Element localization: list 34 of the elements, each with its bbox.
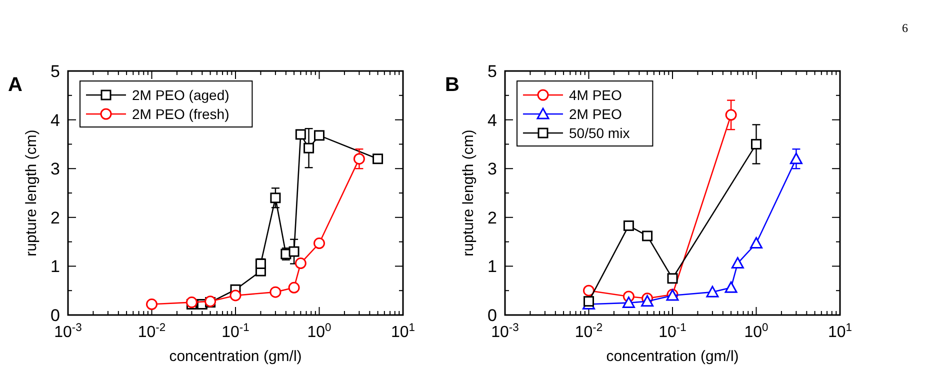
x-tick-label: 10$^{1}$	[390, 322, 416, 341]
text: A	[8, 74, 22, 96]
x-tick-label: 10$^{0}$	[307, 322, 332, 341]
x-axis-title: concentration (gm/l)	[169, 348, 302, 365]
y-tick-label: 0	[488, 306, 497, 325]
y-axis-title: rupture length (cm)	[460, 130, 477, 256]
x-tick-label: 10$^{-3}$	[54, 322, 82, 341]
y-tick-label: 4	[50, 110, 60, 130]
y-tick-label: 0	[50, 306, 60, 325]
legend-label: 2M PEO (aged)	[132, 87, 230, 103]
x-tick-label: 10$^{0}$	[744, 322, 768, 341]
x-tick-label: 10$^{-2}$	[574, 322, 603, 341]
y-tick-label: 2	[488, 208, 497, 228]
x-tick-label: 10$^{1}$	[828, 322, 852, 341]
legend-label: 2M PEO	[569, 106, 622, 122]
x-axis-title: concentration (gm/l)	[606, 348, 739, 365]
text: 6	[902, 21, 908, 35]
legend-label: 2M PEO (fresh)	[132, 106, 230, 122]
x-tick-label: 10$^{-2}$	[138, 322, 166, 341]
y-tick-label: 3	[488, 160, 497, 179]
y-tick-label: 5	[50, 62, 60, 81]
y-tick-label: 4	[488, 110, 497, 130]
y-axis-title: rupture length (cm)	[23, 130, 40, 256]
x-tick-label: 10$^{-1}$	[658, 322, 686, 341]
y-tick-label: 2	[50, 208, 60, 228]
y-tick-label: 1	[50, 257, 60, 276]
legend-label: 4M PEO	[569, 87, 622, 103]
y-tick-label: 1	[488, 257, 497, 276]
y-tick-label: 5	[488, 62, 497, 81]
x-tick-label: 10$^{-3}$	[491, 322, 519, 341]
legend-label: 50/50 mix	[569, 125, 630, 141]
y-tick-label: 3	[50, 160, 60, 179]
x-tick-label: 10$^{-1}$	[222, 322, 250, 341]
text: B	[445, 74, 460, 96]
